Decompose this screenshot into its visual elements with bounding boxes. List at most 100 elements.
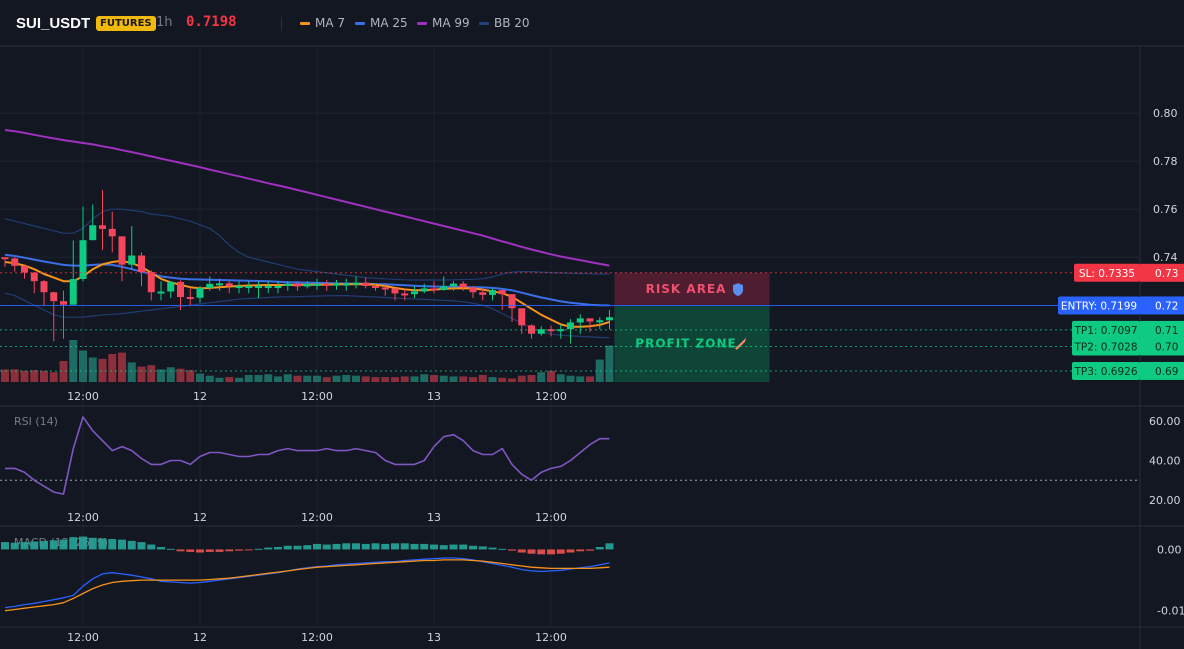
candle-body — [108, 228, 116, 237]
candle-body — [177, 281, 184, 298]
macd-histogram-bar — [381, 543, 390, 550]
price-tick: 0.76 — [1153, 203, 1178, 216]
candle-body — [206, 283, 214, 288]
rsi-title: RSI (14) — [14, 415, 58, 428]
candle-body — [489, 290, 496, 295]
macd-histogram-bar — [469, 545, 477, 550]
level-axis-box-tp — [1140, 337, 1184, 356]
macd-histogram-bar — [196, 549, 204, 553]
candle-body — [264, 286, 272, 288]
volume-bar — [322, 377, 331, 382]
macd-histogram-bar — [439, 545, 448, 550]
time-tick: 12:00 — [301, 631, 333, 644]
volume-bar — [157, 369, 165, 382]
volume-bar — [49, 372, 58, 382]
candle-body — [323, 283, 331, 286]
bollinger-bands — [4, 208, 610, 339]
macd-histogram-bar — [293, 545, 302, 550]
macd-histogram-bar — [254, 548, 263, 550]
macd-histogram-bar — [274, 546, 282, 550]
level-label-entry: ENTRY: 0.7199 — [1061, 300, 1137, 312]
symbol-name[interactable]: SUI_USDT — [16, 15, 91, 32]
volume-bar — [10, 369, 19, 382]
macd-histogram-bar — [264, 547, 273, 550]
time-tick: 12:00 — [67, 631, 99, 644]
price-tick: 0.80 — [1153, 107, 1178, 120]
time-tick: 12 — [193, 631, 207, 644]
candle-body — [567, 322, 574, 330]
candle-body — [60, 301, 67, 305]
volume-bar — [293, 375, 302, 382]
volume-bar — [391, 377, 399, 382]
candle-body — [596, 320, 604, 323]
legend-ma7[interactable]: MA 7 — [300, 16, 345, 30]
macd-histogram-bar — [59, 539, 68, 550]
legend-ma7-label: MA 7 — [315, 16, 346, 30]
level-axis-label-tp: 0.71 — [1155, 325, 1178, 337]
macd-histogram-bar — [556, 549, 565, 554]
candle-body — [147, 272, 155, 293]
rsi-tick: 20.00 — [1149, 494, 1181, 507]
macd-histogram-bar — [537, 549, 546, 555]
level-label-tp: TP2: 0.7028 — [1073, 341, 1137, 353]
legend-ma25-label: MA 25 — [370, 16, 408, 30]
level-label-sl: SL: 0.7335 — [1079, 268, 1135, 280]
candle-body — [157, 291, 165, 294]
macd-histogram-bar — [235, 549, 243, 551]
volume-bar — [381, 377, 390, 382]
legend-bb20[interactable]: BB 20 — [479, 16, 530, 30]
candle-body — [89, 225, 97, 241]
volume-bar — [69, 340, 78, 382]
volume-bar — [20, 370, 29, 382]
time-tick: 12 — [193, 511, 207, 524]
futures-badge: FUTURES — [96, 16, 156, 31]
legend-ma99[interactable]: MA 99 — [417, 16, 470, 30]
candle-body — [225, 283, 233, 286]
volume-bar — [98, 358, 107, 382]
volume-bar — [79, 350, 87, 382]
volume-bar — [478, 375, 487, 382]
candle-body — [11, 258, 19, 266]
candle-body — [352, 282, 360, 285]
candle-body — [411, 291, 418, 295]
legend-ma25[interactable]: MA 25 — [355, 16, 408, 30]
macd-histogram-bar — [508, 549, 516, 551]
volume-bar — [459, 376, 468, 382]
timeframe-label[interactable]: 1h — [156, 15, 173, 30]
macd-histogram-bar — [527, 549, 536, 554]
candle-body — [186, 297, 194, 300]
level-label-tp: TP1: 0.7097 — [1073, 325, 1137, 337]
candle-body — [196, 287, 204, 298]
macd-histogram-bar — [391, 543, 399, 550]
profit-zone-label: PROFIT ZONE — [635, 337, 736, 351]
candle-body — [430, 288, 438, 291]
macd-histogram-bar — [147, 544, 156, 550]
candles[interactable] — [1, 190, 614, 344]
candle-body — [313, 283, 321, 286]
volume-bar — [225, 377, 234, 382]
bb20-swatch — [479, 21, 489, 25]
macd-histogram-bar — [303, 545, 312, 550]
candle-body — [498, 290, 506, 295]
macd-histogram-bar — [157, 546, 165, 550]
trade-levels[interactable]: SL: 0.7335 0.73 ENTRY: 0.7199 0.72 TP1: 0.70… — [0, 263, 1184, 380]
macd-histogram-bar — [322, 544, 331, 550]
macd-histogram-bar — [566, 549, 575, 553]
volume-bar — [30, 370, 39, 382]
macd-histogram-bar — [215, 549, 224, 552]
macd-histogram-bar — [108, 539, 117, 550]
macd-histogram-bar — [478, 546, 487, 550]
volume-bar — [215, 377, 224, 382]
macd-histogram-bar — [166, 548, 175, 550]
macd-histogram-bar — [332, 543, 341, 550]
volume-bar — [166, 367, 175, 382]
rsi-tick: 40.00 — [1149, 454, 1181, 467]
macd-histogram-bar — [225, 549, 234, 552]
level-axis-box-tp — [1140, 320, 1184, 339]
volume-bar — [361, 376, 370, 382]
macd-histogram-bar — [49, 540, 58, 550]
macd-histogram-bar — [283, 545, 292, 550]
price-tick: 0.74 — [1153, 251, 1178, 264]
risk-area-label: RISK AREA — [646, 282, 727, 296]
